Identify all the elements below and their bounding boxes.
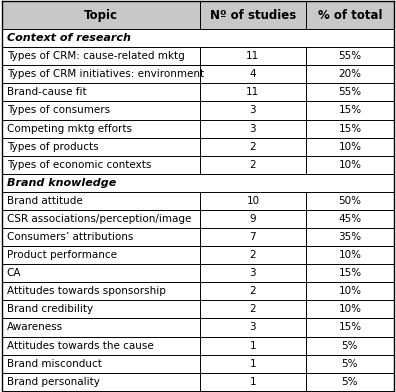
Text: 4: 4 [249, 69, 256, 79]
Text: 50%: 50% [339, 196, 362, 206]
Text: 1: 1 [249, 341, 256, 350]
Text: Types of CRM initiatives: environment: Types of CRM initiatives: environment [7, 69, 204, 79]
Text: CA: CA [7, 268, 21, 278]
Text: Brand knowledge: Brand knowledge [7, 178, 116, 188]
Text: 10: 10 [246, 196, 259, 206]
Text: 9: 9 [249, 214, 256, 224]
Text: 2: 2 [249, 250, 256, 260]
Text: 10%: 10% [339, 304, 362, 314]
Text: Topic: Topic [84, 9, 118, 22]
Text: 15%: 15% [338, 105, 362, 116]
Text: 15%: 15% [338, 123, 362, 134]
Text: 11: 11 [246, 87, 259, 97]
Text: Consumers’ attributions: Consumers’ attributions [7, 232, 133, 242]
Text: Brand-cause fit: Brand-cause fit [7, 87, 86, 97]
Text: Competing mktg efforts: Competing mktg efforts [7, 123, 132, 134]
Text: 55%: 55% [338, 87, 362, 97]
Text: Attitudes towards the cause: Attitudes towards the cause [7, 341, 154, 350]
Text: Types of economic contexts: Types of economic contexts [7, 160, 151, 170]
Text: Attitudes towards sponsorship: Attitudes towards sponsorship [7, 286, 166, 296]
Text: 5%: 5% [342, 341, 358, 350]
Text: Context of research: Context of research [7, 33, 131, 43]
Text: 45%: 45% [338, 214, 362, 224]
Text: 11: 11 [246, 51, 259, 61]
Text: CSR associations/perception/image: CSR associations/perception/image [7, 214, 191, 224]
Text: 2: 2 [249, 286, 256, 296]
Text: 1: 1 [249, 377, 256, 387]
Text: 2: 2 [249, 142, 256, 152]
Text: Nº of studies: Nº of studies [210, 9, 296, 22]
Text: 2: 2 [249, 160, 256, 170]
Text: Types of consumers: Types of consumers [7, 105, 110, 116]
Text: 10%: 10% [339, 160, 362, 170]
Text: 3: 3 [249, 323, 256, 332]
Text: 20%: 20% [339, 69, 362, 79]
Text: Brand personality: Brand personality [7, 377, 99, 387]
Text: 15%: 15% [338, 323, 362, 332]
Text: Types of CRM: cause-related mktg: Types of CRM: cause-related mktg [7, 51, 185, 61]
Text: Brand attitude: Brand attitude [7, 196, 82, 206]
Text: Brand credibility: Brand credibility [7, 304, 93, 314]
Text: 1: 1 [249, 359, 256, 368]
Text: 10%: 10% [339, 142, 362, 152]
Text: 2: 2 [249, 304, 256, 314]
Text: 3: 3 [249, 105, 256, 116]
Text: 15%: 15% [338, 268, 362, 278]
Bar [2, 1, 394, 29]
Text: 3: 3 [249, 268, 256, 278]
Text: 10%: 10% [339, 250, 362, 260]
Text: Product performance: Product performance [7, 250, 117, 260]
Text: Awareness: Awareness [7, 323, 63, 332]
Text: 3: 3 [249, 123, 256, 134]
Text: % of total: % of total [318, 9, 382, 22]
Text: Brand misconduct: Brand misconduct [7, 359, 102, 368]
Text: 7: 7 [249, 232, 256, 242]
Text: Types of products: Types of products [7, 142, 98, 152]
Text: 5%: 5% [342, 359, 358, 368]
Text: 5%: 5% [342, 377, 358, 387]
Text: 55%: 55% [338, 51, 362, 61]
Text: 35%: 35% [338, 232, 362, 242]
Text: 10%: 10% [339, 286, 362, 296]
